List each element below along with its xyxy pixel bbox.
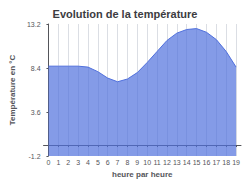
svg-text:2: 2: [66, 159, 70, 166]
svg-text:3: 3: [76, 159, 80, 166]
svg-text:12: 12: [163, 159, 171, 166]
svg-text:8.4: 8.4: [31, 65, 41, 72]
svg-text:3.6: 3.6: [31, 109, 41, 116]
svg-text:10: 10: [143, 159, 151, 166]
svg-text:18: 18: [222, 159, 230, 166]
svg-text:8: 8: [125, 159, 129, 166]
svg-text:11: 11: [153, 159, 160, 166]
svg-text:13: 13: [173, 159, 181, 166]
svg-text:7: 7: [116, 159, 120, 166]
svg-text:0: 0: [47, 159, 51, 166]
svg-text:Evolution de la température: Evolution de la température: [53, 8, 198, 20]
svg-text:5: 5: [96, 159, 100, 166]
svg-text:13.2: 13.2: [27, 21, 41, 28]
svg-text:1: 1: [56, 159, 60, 166]
svg-text:4: 4: [86, 159, 90, 166]
svg-text:Température en °C: Température en °C: [8, 54, 17, 125]
svg-text:heure par heure: heure par heure: [112, 170, 173, 179]
svg-text:14: 14: [183, 159, 191, 166]
svg-text:-1.2: -1.2: [28, 153, 40, 160]
svg-text:16: 16: [203, 159, 211, 166]
svg-text:15: 15: [193, 159, 201, 166]
svg-text:6: 6: [106, 159, 110, 166]
svg-text:9: 9: [135, 159, 139, 166]
svg-text:19: 19: [232, 159, 240, 166]
svg-text:17: 17: [212, 159, 220, 166]
